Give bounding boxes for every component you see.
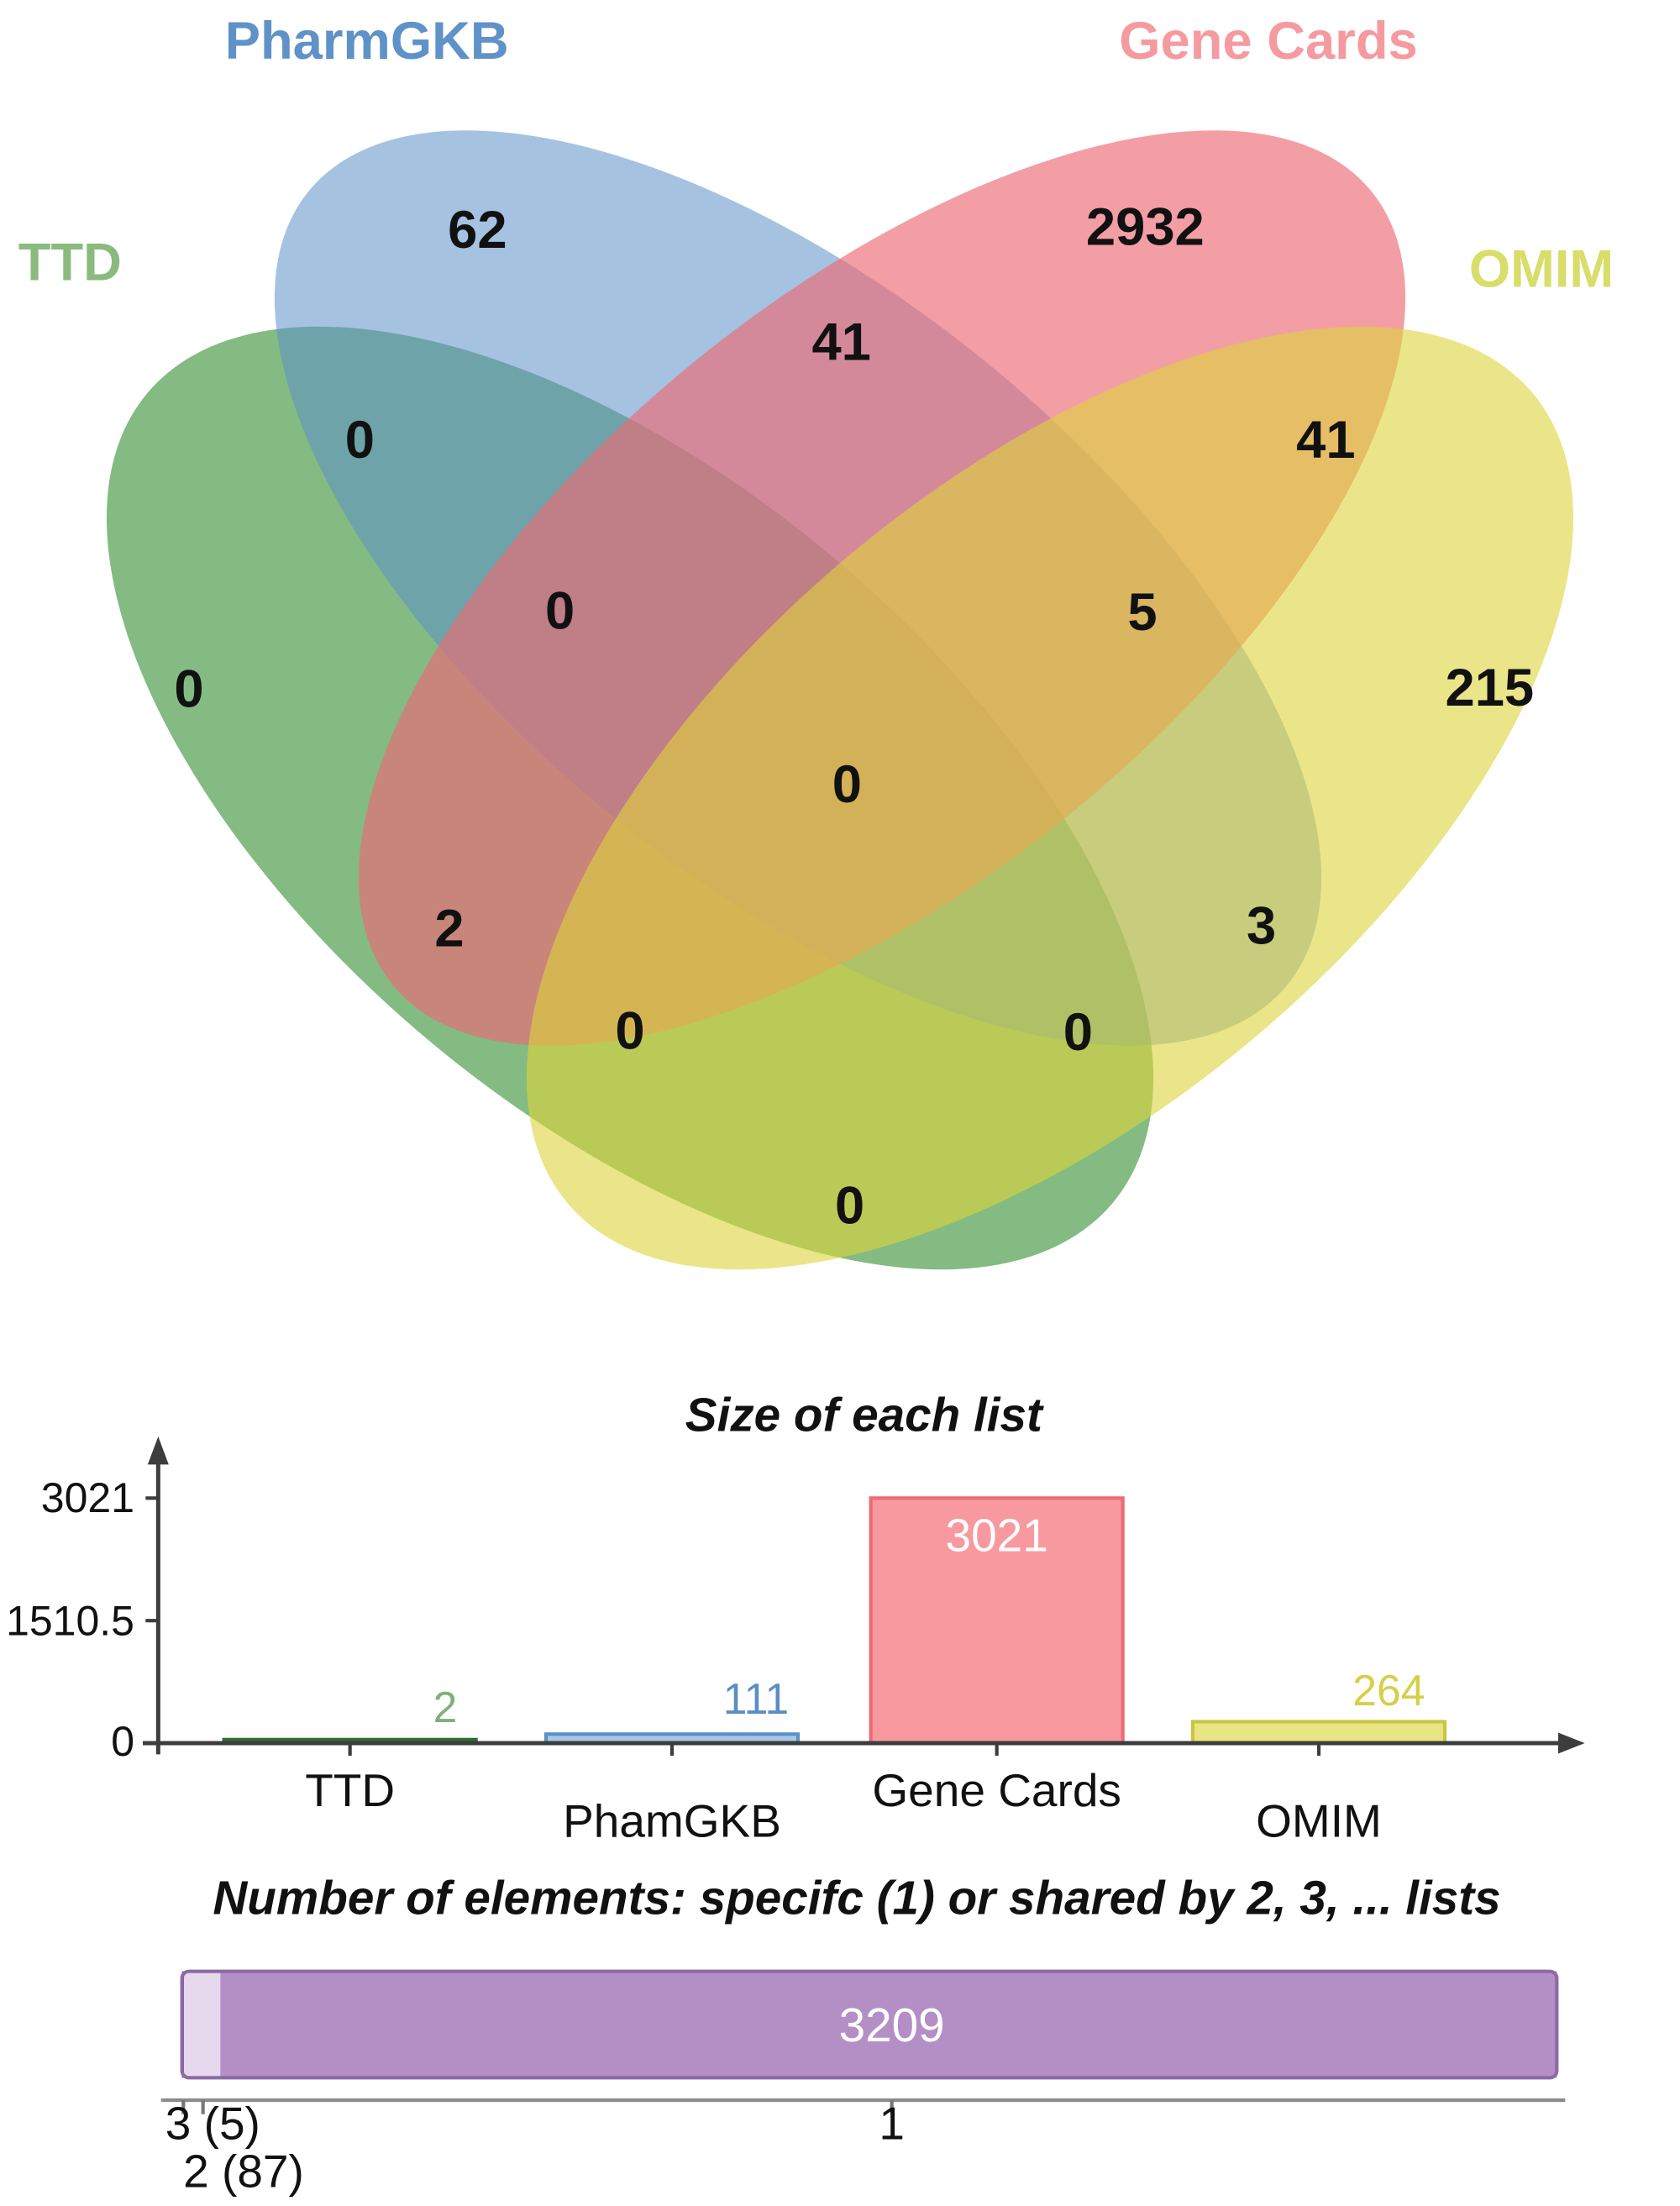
stack-tick-label-2lists: 2 (87)	[183, 2145, 304, 2197]
bar-omim	[1190, 1720, 1447, 1746]
venn-count-ttd-pharmgkb: 0	[345, 411, 375, 470]
venn-count-genecards-only: 2932	[1086, 198, 1205, 257]
venn-count-pharmgkb-genecards-omim: 5	[1127, 583, 1157, 642]
y-tick-label-max: 3021	[41, 1474, 134, 1521]
x-axis-arrow-icon	[1558, 1732, 1585, 1754]
venn-count-pharmgkb-omim: 3	[1247, 896, 1276, 955]
bar-value-phamgkb: 111	[723, 1674, 790, 1723]
venn-set-label-omim: OMIM	[1469, 240, 1614, 299]
stack-tick-label-1list: 1	[879, 2098, 905, 2150]
venn-count-ttd-pharmgkb-omim: 0	[1063, 1003, 1093, 1062]
venn-count-ttd-genecards-omim: 0	[615, 1001, 644, 1060]
venn-count-pharmgkb-only: 62	[448, 201, 507, 260]
venn-count-ttd-pharmgkb-genecards: 0	[545, 581, 575, 640]
bar-value-genecards: 3021	[945, 1510, 1047, 1562]
venn-count-genecards-omim: 41	[1296, 411, 1355, 470]
stack-seg-1list	[220, 1971, 1557, 2078]
venn-count-ttd-genecards: 2	[434, 900, 464, 959]
venn-count-omim-only: 215	[1445, 659, 1534, 717]
stacked-chart-title: Number of elements: specifc (1) or share…	[213, 1872, 1500, 1925]
bar-genecards	[869, 1496, 1125, 1746]
stack-tick-label-3lists: 3 (5)	[165, 2098, 260, 2150]
stack-seg-1list-label: 3209	[839, 1999, 945, 2052]
size-bar-chart: Size of each list 3021 1510.5 0 2 111 30…	[6, 1389, 1585, 1847]
bar-value-ttd: 2	[433, 1683, 458, 1731]
bar-cat-label-phamgkb: PhamGKB	[563, 1795, 781, 1847]
venn-ellipse-omim	[526, 326, 1574, 1270]
bar-chart-title: Size of each list	[685, 1389, 1044, 1442]
shared-elements-chart: Number of elements: specifc (1) or share…	[160, 1872, 1566, 2197]
venn-diagram: TTD PharmGKB Gene Cards OMIM 0 62 2932 2…	[18, 12, 1614, 1270]
y-axis-arrow-icon	[147, 1437, 169, 1465]
venn-set-label-pharmgkb: PharmGKB	[225, 12, 509, 71]
bar-value-omim: 264	[1352, 1666, 1425, 1715]
bar-cat-label-omim: OMIM	[1256, 1795, 1382, 1847]
venn-count-all-four: 0	[832, 755, 862, 814]
venn-count-ttd-only: 0	[174, 660, 203, 719]
bar-cat-label-ttd: TTD	[305, 1764, 395, 1816]
venn-count-pharmgkb-genecards: 41	[811, 313, 870, 371]
y-tick-label-mid: 1510.5	[6, 1598, 134, 1645]
venn-set-label-ttd: TTD	[18, 233, 122, 292]
bar-cat-label-genecards: Gene Cards	[872, 1764, 1121, 1816]
stack-bar-border	[180, 1969, 1559, 2080]
y-tick-label-zero: 0	[111, 1718, 134, 1765]
venn-count-ttd-omim: 0	[835, 1177, 864, 1236]
stack-seg-2lists	[184, 1971, 221, 2078]
venn-set-label-genecards: Gene Cards	[1119, 12, 1417, 71]
